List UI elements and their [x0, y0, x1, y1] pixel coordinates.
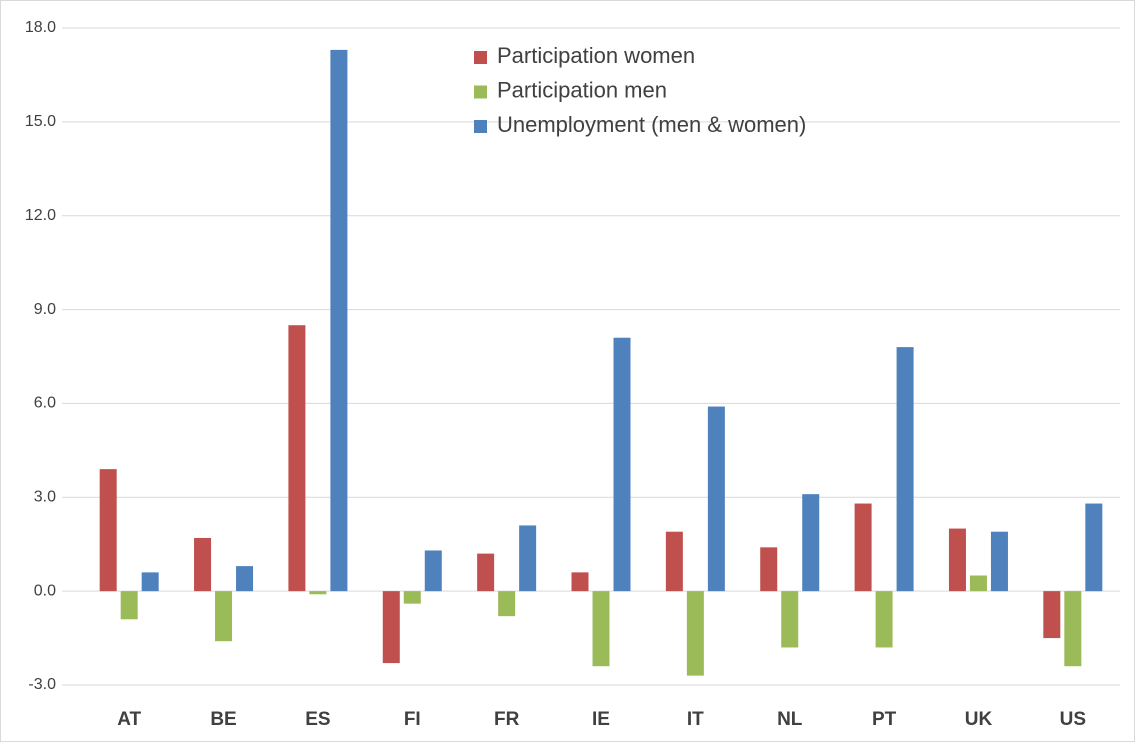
legend-swatch [474, 120, 487, 133]
bar [802, 494, 820, 592]
y-tick-label: 0.0 [34, 582, 56, 599]
bar [424, 550, 442, 592]
bar [760, 547, 778, 592]
x-tick-label: FR [494, 709, 520, 730]
y-tick-label: 18.0 [25, 19, 56, 36]
bar [309, 591, 327, 595]
x-tick-label: US [1060, 709, 1086, 730]
bar [896, 347, 914, 592]
x-tick-label: ES [305, 709, 330, 730]
bar [99, 469, 117, 592]
bar [948, 528, 966, 592]
bar [194, 537, 212, 592]
y-tick-label: 15.0 [25, 113, 56, 130]
x-tick-label: AT [117, 709, 141, 730]
bar [781, 591, 799, 648]
x-tick-label: IE [592, 709, 610, 730]
bar [613, 337, 631, 592]
bar [330, 49, 348, 592]
bar [875, 591, 893, 648]
y-tick-label: 9.0 [34, 301, 56, 318]
bar [477, 553, 495, 592]
legend-label: Participation men [497, 77, 667, 102]
bar [854, 503, 872, 592]
y-tick-label: 6.0 [34, 395, 56, 412]
bar [707, 406, 725, 592]
x-tick-label: NL [777, 709, 803, 730]
bar [1043, 591, 1061, 639]
bar [403, 591, 421, 604]
bar [1064, 591, 1082, 667]
bar [215, 591, 233, 642]
bar [498, 591, 516, 617]
bar [1085, 503, 1103, 592]
bar [665, 531, 683, 592]
bar [288, 325, 306, 592]
bar [519, 525, 537, 592]
x-tick-label: FI [404, 709, 421, 730]
y-tick-label: 3.0 [34, 489, 56, 506]
x-tick-label: UK [965, 709, 993, 730]
bar [120, 591, 138, 620]
legend-label: Participation women [497, 43, 695, 68]
bar [969, 575, 987, 592]
legend-swatch [474, 51, 487, 64]
bar [592, 591, 610, 667]
y-tick-label: 12.0 [25, 207, 56, 224]
bar [571, 572, 589, 592]
bar [990, 531, 1008, 592]
legend-label: Unemployment (men & women) [497, 112, 806, 137]
bar [141, 572, 159, 592]
bar [382, 591, 400, 664]
x-tick-label: PT [872, 709, 897, 730]
legend-swatch [474, 85, 487, 99]
y-tick-label: -3.0 [28, 676, 56, 693]
x-tick-label: BE [210, 709, 236, 730]
bar [686, 591, 704, 676]
bar [236, 566, 254, 592]
x-tick-label: IT [687, 709, 704, 730]
